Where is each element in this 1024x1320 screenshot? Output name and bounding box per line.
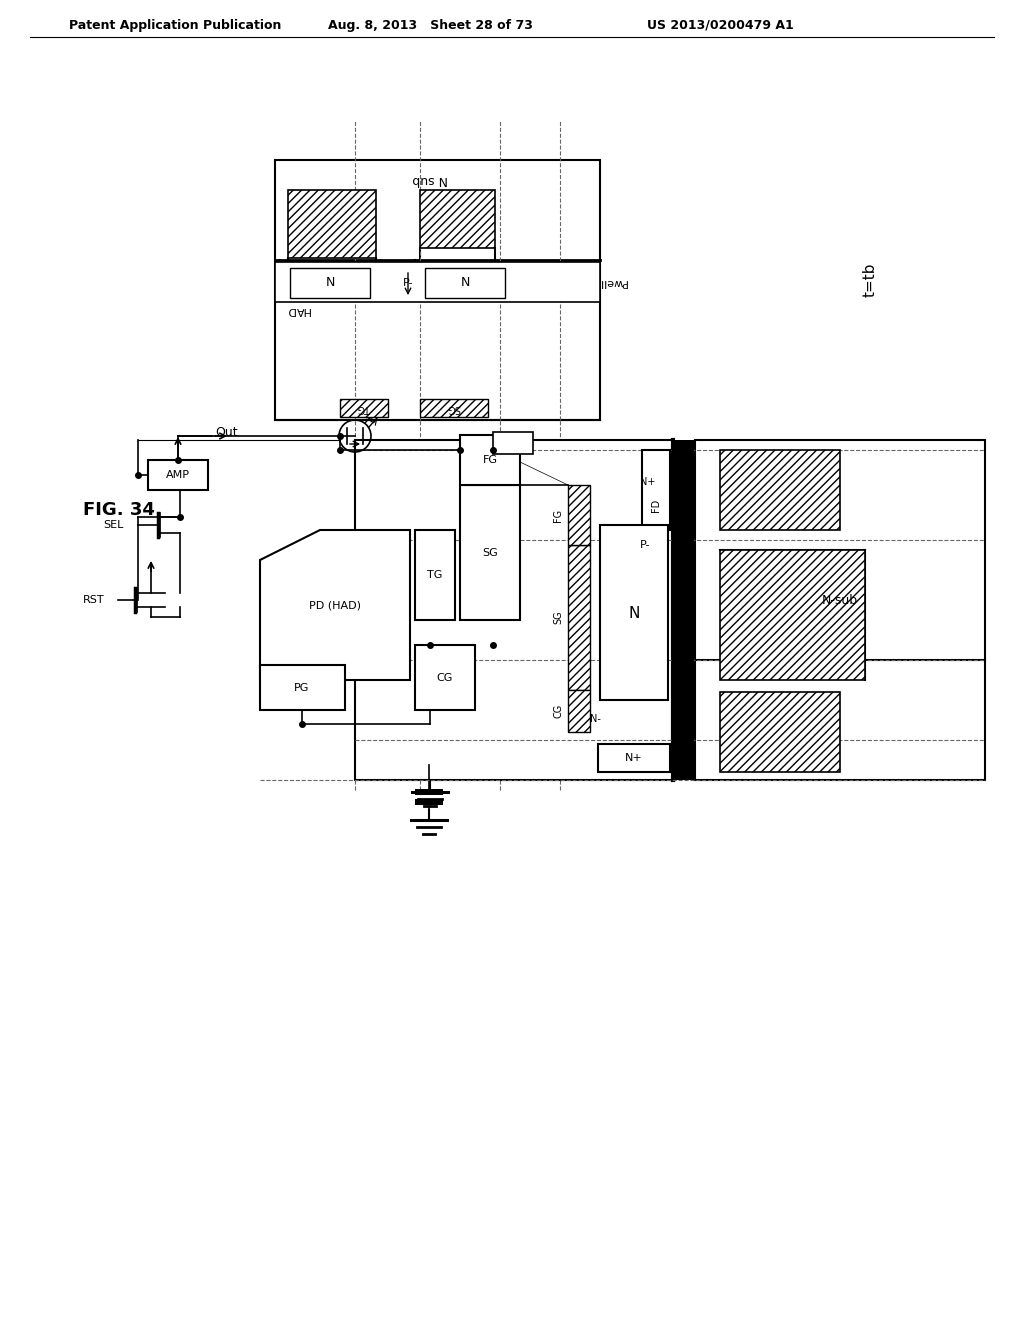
- Bar: [148, 459, 208, 490]
- Bar: [460, 484, 520, 620]
- Text: N+: N+: [640, 477, 655, 487]
- Bar: [340, 399, 388, 417]
- Bar: [720, 450, 840, 531]
- Bar: [425, 268, 505, 298]
- Polygon shape: [260, 531, 410, 680]
- Text: AMP: AMP: [166, 470, 190, 480]
- Bar: [420, 399, 488, 417]
- Bar: [568, 545, 590, 690]
- Bar: [275, 160, 600, 420]
- Text: N: N: [326, 276, 335, 289]
- Bar: [290, 268, 370, 298]
- Text: HAD: HAD: [286, 305, 310, 315]
- Text: N: N: [629, 606, 640, 620]
- Text: US 2013/0200479 A1: US 2013/0200479 A1: [646, 18, 794, 32]
- Bar: [460, 436, 520, 484]
- Bar: [415, 799, 443, 805]
- Text: t=tb: t=tb: [862, 263, 878, 297]
- Text: CG: CG: [553, 704, 563, 718]
- Text: Out: Out: [215, 425, 238, 438]
- Text: SEL: SEL: [103, 520, 123, 531]
- Bar: [720, 692, 840, 772]
- Bar: [415, 645, 475, 710]
- Text: Aug. 8, 2013   Sheet 28 of 73: Aug. 8, 2013 Sheet 28 of 73: [328, 18, 532, 32]
- Text: PG: PG: [294, 682, 309, 693]
- Text: Pwell: Pwell: [674, 513, 686, 546]
- Text: Pwell: Pwell: [598, 277, 627, 286]
- Text: N sub: N sub: [413, 173, 447, 186]
- Bar: [288, 190, 376, 257]
- Text: SG: SG: [447, 403, 461, 413]
- Text: FIG. 34: FIG. 34: [83, 502, 155, 519]
- Text: FD: FD: [651, 499, 662, 512]
- Bar: [695, 440, 985, 780]
- Bar: [415, 531, 455, 620]
- Text: P-: P-: [402, 279, 414, 288]
- Bar: [568, 484, 590, 545]
- Text: FG: FG: [553, 508, 563, 521]
- Bar: [672, 440, 694, 780]
- Bar: [598, 744, 670, 772]
- Text: RST: RST: [83, 595, 104, 605]
- Text: P-: P-: [640, 540, 650, 550]
- Text: Patent Application Publication: Patent Application Publication: [69, 18, 282, 32]
- Bar: [600, 525, 668, 700]
- Text: PD (HAD): PD (HAD): [309, 601, 361, 610]
- Text: N: N: [461, 276, 470, 289]
- Text: TG: TG: [357, 403, 371, 413]
- Text: SG: SG: [482, 548, 498, 558]
- Bar: [355, 440, 673, 780]
- Bar: [568, 690, 590, 733]
- Bar: [275, 261, 600, 302]
- Text: N+: N+: [625, 752, 643, 763]
- Bar: [415, 789, 443, 795]
- Bar: [720, 550, 865, 680]
- Bar: [420, 190, 495, 248]
- Text: CG: CG: [437, 673, 454, 682]
- Text: N-sub: N-sub: [822, 594, 858, 606]
- Bar: [642, 450, 670, 531]
- Text: SG: SG: [553, 610, 563, 624]
- Text: TG: TG: [427, 570, 442, 579]
- Bar: [493, 432, 534, 454]
- Bar: [260, 665, 345, 710]
- Text: FG: FG: [482, 455, 498, 465]
- Text: N-: N-: [590, 714, 600, 723]
